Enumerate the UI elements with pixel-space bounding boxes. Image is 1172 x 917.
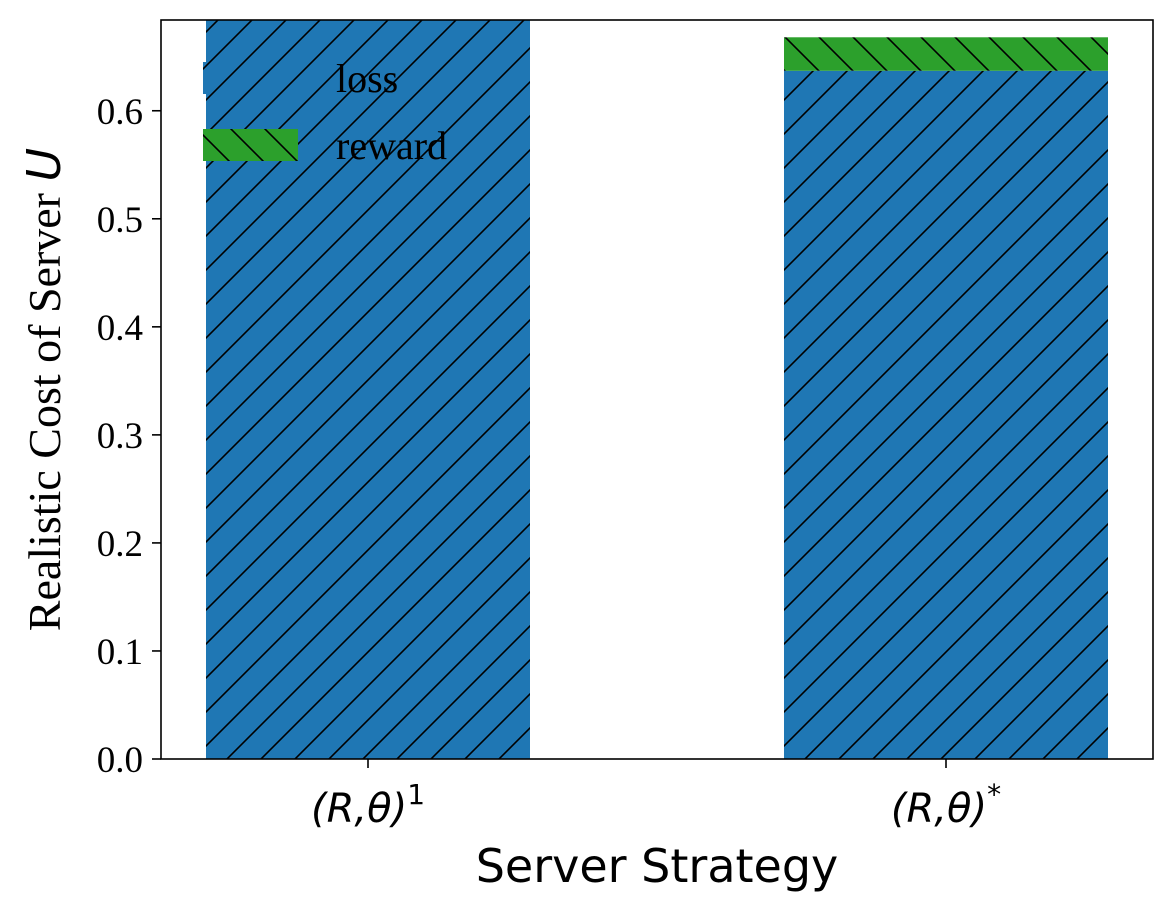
y-tick-label: 0.3	[97, 416, 143, 457]
x-tick-label-superscript: 1	[407, 778, 425, 811]
legend-label-reward: reward	[336, 123, 447, 168]
bar-loss-2	[784, 70, 1108, 759]
y-axis-label: Realistic Cost of Server U	[17, 148, 71, 631]
y-tick-label: 0.0	[97, 740, 143, 781]
legend: loss reward	[203, 56, 447, 168]
x-tick-label-base: (R,θ)	[891, 786, 987, 832]
y-tick-label: 0.2	[97, 524, 143, 565]
bar-reward-2	[784, 37, 1108, 71]
y-axis-label-symbol: U	[17, 148, 71, 182]
y-tick-label: 0.4	[97, 308, 143, 349]
x-tick-label-superscript: *	[987, 778, 1001, 811]
y-tick-label: 0.1	[97, 632, 143, 673]
y-tick-label: 0.5	[97, 200, 143, 241]
x-axis: (R,θ)1 (R,θ)*	[311, 759, 1001, 832]
plot-frame	[160, 19, 1154, 760]
legend-swatch-reward	[203, 129, 298, 161]
x-tick-label-base: (R,θ)	[311, 786, 407, 832]
legend-label-loss: loss	[336, 56, 398, 101]
y-tick-label: 0.6	[97, 92, 143, 133]
x-tick-label: (R,θ)1	[311, 778, 425, 832]
y-axis: 0.0 0.1 0.2 0.3 0.4 0.5 0.6	[97, 92, 161, 781]
x-axis-label: Server Strategy	[476, 839, 839, 893]
legend-swatch-loss	[203, 62, 298, 94]
bars-layer	[206, 20, 1108, 759]
x-tick-label: (R,θ)*	[891, 778, 1001, 832]
y-axis-label-text: Realistic Cost of Server	[19, 181, 70, 631]
